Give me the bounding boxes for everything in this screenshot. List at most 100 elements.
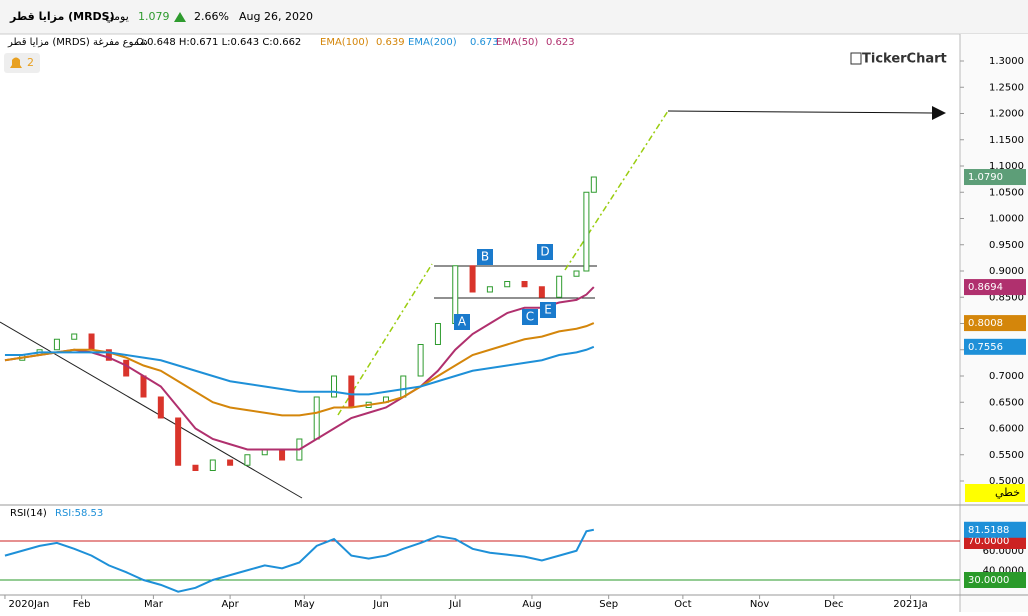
rsi-legend: RSI:58.53 bbox=[55, 508, 103, 519]
last-price: 1.079 bbox=[138, 10, 170, 23]
style-button[interactable] bbox=[965, 484, 1025, 502]
candle bbox=[469, 265, 476, 293]
candle bbox=[244, 454, 251, 466]
pattern-marker bbox=[454, 314, 470, 330]
candle bbox=[556, 275, 563, 298]
ema-line bbox=[4, 286, 595, 451]
value-box-label: 0.8694 bbox=[968, 282, 1003, 293]
candle bbox=[53, 338, 60, 351]
ohlc: O:0.648 H:0.671 L:0.643 C:0.662 bbox=[136, 37, 301, 48]
value-box bbox=[964, 169, 1026, 186]
alerts-button[interactable] bbox=[4, 53, 40, 73]
y-tick-label: 0.9000 bbox=[989, 266, 1024, 277]
alerts-count: 2 bbox=[27, 56, 34, 69]
x-tick-label: Feb bbox=[73, 599, 91, 610]
pattern-marker bbox=[477, 249, 493, 265]
value-box bbox=[964, 279, 1026, 296]
projection-line bbox=[564, 110, 669, 271]
value-box-label: 70.0000 bbox=[968, 536, 1009, 547]
candle bbox=[590, 176, 597, 193]
y-tick-label: 1.1000 bbox=[989, 161, 1024, 172]
y-tick-label: 1.0000 bbox=[989, 214, 1024, 225]
bell-icon bbox=[10, 57, 22, 68]
value-box bbox=[964, 572, 1026, 588]
x-tick-label: Dec bbox=[824, 599, 843, 610]
candle bbox=[71, 333, 78, 340]
candle bbox=[486, 286, 493, 293]
chart-style: خطي bbox=[995, 486, 1020, 499]
pattern-label: A bbox=[458, 315, 467, 329]
rsi-title: RSI(14) bbox=[10, 508, 47, 519]
logo: TickerChart bbox=[862, 52, 947, 67]
y-tick-label: 0.5000 bbox=[989, 476, 1024, 487]
target-arrow bbox=[932, 106, 946, 120]
legend-value: 0.623 bbox=[546, 37, 575, 48]
candle bbox=[583, 191, 590, 272]
candle bbox=[123, 359, 130, 377]
candle bbox=[140, 375, 147, 398]
pattern-marker bbox=[537, 244, 553, 260]
target-line bbox=[667, 110, 933, 114]
pattern-marker bbox=[540, 302, 556, 318]
pattern-label: E bbox=[544, 303, 552, 317]
value-box-label: 0.8008 bbox=[968, 318, 1003, 329]
legend-name: EMA(50) bbox=[496, 37, 538, 48]
x-tick-label: Sep bbox=[599, 599, 618, 610]
y-tick-label: 1.3000 bbox=[989, 56, 1024, 67]
change: 2.66% bbox=[194, 10, 229, 23]
candle bbox=[192, 464, 199, 471]
y-tick-label: 1.0500 bbox=[989, 187, 1024, 198]
candle bbox=[521, 281, 528, 288]
subtitle: مزايا قطر (MRDS) شموع مفرغة bbox=[7, 37, 148, 48]
logo-icon bbox=[850, 52, 862, 65]
x-tick-label: Jun bbox=[372, 599, 389, 610]
x-tick-label: Apr bbox=[221, 599, 239, 610]
value-box bbox=[964, 315, 1026, 332]
legend-value: 0.639 bbox=[376, 37, 405, 48]
candle bbox=[279, 449, 286, 461]
value-box-label: 0.7556 bbox=[968, 342, 1003, 353]
date: Aug 26, 2020 bbox=[239, 10, 313, 23]
candle bbox=[175, 417, 182, 466]
period: يومي bbox=[105, 10, 129, 23]
candle bbox=[88, 333, 95, 351]
x-tick-label: Mar bbox=[144, 599, 164, 610]
y-tick-label: 0.6000 bbox=[989, 424, 1024, 435]
legend-name: EMA(200) bbox=[408, 37, 457, 48]
y-tick-label: 60.0000 bbox=[983, 546, 1024, 557]
pattern-marker bbox=[522, 309, 538, 325]
candle bbox=[331, 375, 338, 398]
y-tick-label: 0.6500 bbox=[989, 397, 1024, 408]
candle bbox=[313, 396, 320, 440]
header-bar bbox=[0, 0, 1028, 34]
pattern-label: C bbox=[526, 310, 534, 324]
ema-line bbox=[4, 345, 595, 396]
candle bbox=[209, 459, 216, 471]
candle bbox=[434, 323, 441, 345]
candle bbox=[504, 281, 511, 288]
pattern-label: D bbox=[540, 245, 549, 259]
candle bbox=[400, 375, 407, 398]
legend-value: 0.673 bbox=[470, 37, 499, 48]
value-box bbox=[964, 338, 1026, 355]
x-tick-label: 2021Ja bbox=[893, 599, 928, 610]
y-tick-label: 1.2000 bbox=[989, 109, 1024, 120]
candle bbox=[538, 286, 545, 298]
candle bbox=[105, 349, 112, 361]
x-tick-label: Oct bbox=[674, 599, 691, 610]
y-tick-label: 0.8500 bbox=[989, 292, 1024, 303]
x-tick-label: Jul bbox=[448, 599, 461, 610]
candle bbox=[417, 344, 424, 377]
instrument: مزايا قطر (MRDS) bbox=[9, 10, 115, 23]
up-arrow bbox=[174, 12, 186, 22]
candle bbox=[227, 459, 234, 466]
y-tick-label: 40.0000 bbox=[983, 565, 1024, 576]
x-tick-label: 2020Jan bbox=[9, 599, 50, 610]
candle bbox=[573, 270, 580, 277]
y-tick-label: 0.7000 bbox=[989, 371, 1024, 382]
y-tick-label: 0.5500 bbox=[989, 450, 1024, 461]
value-box-label: 81.5188 bbox=[968, 525, 1009, 536]
x-tick-label: Nov bbox=[750, 599, 770, 610]
